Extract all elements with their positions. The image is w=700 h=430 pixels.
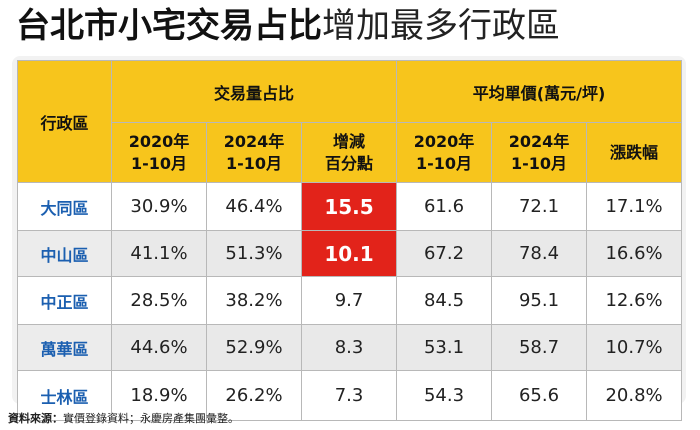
header-sub-line1: 增減 [333, 131, 366, 151]
header-sub-line1: 漲跌幅 [610, 142, 659, 162]
table-row: 大同區 30.9% 46.4% 15.5 61.6 72.1 17.1% [17, 182, 683, 231]
header-sub-col: 增減 百分點 [300, 122, 398, 183]
cell-share-2020: 30.9% [111, 182, 207, 231]
cell-price-2020: 61.6 [396, 182, 493, 231]
header-sub-line2: 1-10月 [225, 153, 283, 173]
cell-share-2020: 44.6% [111, 324, 207, 371]
header-sub-col: 2020年 1-10月 [396, 122, 493, 183]
cell-price-change: 20.8% [586, 370, 683, 421]
cell-price-2020: 53.1 [396, 324, 493, 371]
header-sub-line2: 1-10月 [130, 153, 188, 173]
cell-price-change: 17.1% [586, 182, 683, 231]
cell-share-2020: 41.1% [111, 230, 207, 277]
header-sub-line1: 2020年 [413, 131, 475, 151]
cell-share-2024: 51.3% [206, 230, 302, 277]
cell-share-2024: 38.2% [206, 276, 302, 325]
header-group-avg-price: 平均單價(萬元/坪) [396, 60, 683, 123]
header-sub-line1: 2024年 [508, 131, 570, 151]
table-row: 中山區 41.1% 51.3% 10.1 67.2 78.4 16.6% [17, 230, 683, 277]
header-district: 行政區 [17, 60, 112, 183]
cell-change-points: 9.7 [300, 276, 398, 325]
page-title: 台北市小宅交易占比增加最多行政區 [16, 6, 560, 46]
cell-price-2024: 95.1 [491, 276, 588, 325]
district-name: 萬華區 [17, 324, 112, 371]
cell-share-2020: 28.5% [111, 276, 207, 325]
cell-share-2024: 26.2% [206, 370, 302, 421]
header-sub-line2: 百分點 [325, 153, 374, 173]
cell-price-2020: 54.3 [396, 370, 493, 421]
district-name: 中正區 [17, 276, 112, 325]
cell-share-2024: 52.9% [206, 324, 302, 371]
table-panel: 行政區 交易量占比 平均單價(萬元/坪) 2020年 1-10月 2024年 1-1… [12, 56, 686, 421]
cell-price-change: 12.6% [586, 276, 683, 325]
cell-price-2020: 84.5 [396, 276, 493, 325]
header-sub-line1: 2024年 [223, 131, 285, 151]
cell-price-2024: 58.7 [491, 324, 588, 371]
district-name: 中山區 [17, 230, 112, 277]
header-sub-col: 漲跌幅 [586, 122, 683, 183]
district-name: 大同區 [17, 182, 112, 231]
cell-price-2024: 78.4 [491, 230, 588, 277]
cell-change-points: 7.3 [300, 370, 398, 421]
header-sub-col: 2024年 1-10月 [206, 122, 302, 183]
cell-share-2024: 46.4% [206, 182, 302, 231]
header-sub-col: 2024年 1-10月 [491, 122, 588, 183]
cell-change-points: 10.1 [300, 230, 398, 277]
source-footnote: 資料來源：實價登錄資料；永慶房產集團彙整。 [8, 410, 239, 426]
header-sub-col: 2020年 1-10月 [111, 122, 207, 183]
table-row: 萬華區 44.6% 52.9% 8.3 53.1 58.7 10.7% [17, 324, 683, 371]
cell-price-2024: 72.1 [491, 182, 588, 231]
cell-price-2024: 65.6 [491, 370, 588, 421]
cell-change-points: 15.5 [300, 182, 398, 231]
cell-price-change: 16.6% [586, 230, 683, 277]
table-row: 中正區 28.5% 38.2% 9.7 84.5 95.1 12.6% [17, 276, 683, 325]
footnote-label: 資料來源： [8, 412, 63, 425]
header-sub-line2: 1-10月 [510, 153, 568, 173]
cell-price-2020: 67.2 [396, 230, 493, 277]
title-light: 增加最多行政區 [322, 6, 560, 46]
header-group-trade-share: 交易量占比 [110, 60, 398, 123]
footnote-text: 實價登錄資料；永慶房產集團彙整。 [63, 412, 239, 425]
district-name: 士林區 [17, 370, 112, 421]
cell-price-change: 10.7% [586, 324, 683, 371]
data-table: 行政區 交易量占比 平均單價(萬元/坪) 2020年 1-10月 2024年 1-1… [17, 60, 683, 421]
table-row: 士林區 18.9% 26.2% 7.3 54.3 65.6 20.8% [17, 370, 683, 421]
cell-change-points: 8.3 [300, 324, 398, 371]
title-bold: 台北市小宅交易占比 [16, 6, 322, 46]
header-sub-line2: 1-10月 [415, 153, 473, 173]
header-sub-line1: 2020年 [128, 131, 190, 151]
